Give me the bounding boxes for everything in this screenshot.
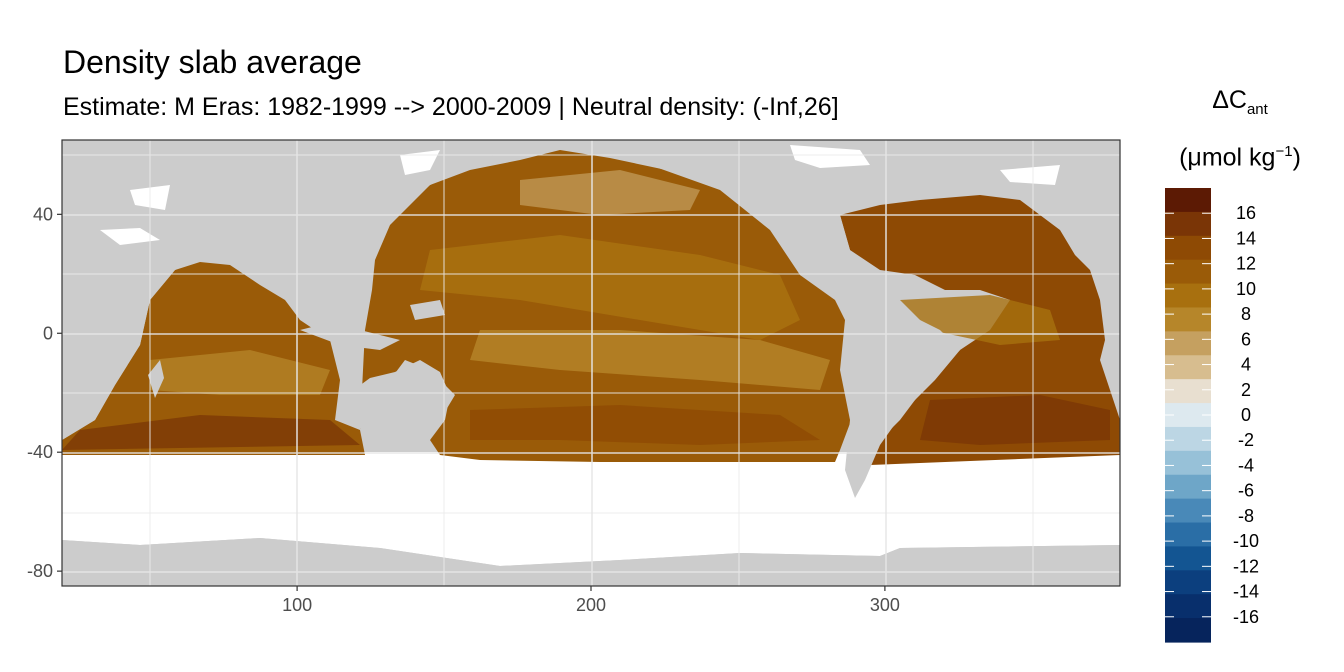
colorbar-label: 4 (1241, 355, 1251, 375)
colorbar-segment (1165, 570, 1211, 595)
colorbar-segment (1165, 331, 1211, 356)
south-america (840, 300, 960, 498)
australia (340, 360, 450, 442)
x-tick-label: 100 (282, 595, 312, 615)
colorbar: 16 14 12 10 8 6 4 2 0 -2 -4 -6 -8 -10 -12 -14 -16 (1165, 188, 1259, 643)
x-tick-label: 300 (870, 595, 900, 615)
gridlines (62, 140, 1120, 586)
colorbar-segment (1165, 307, 1211, 332)
pacific-texture-c (520, 170, 700, 215)
colorbar-segment (1165, 426, 1211, 452)
y-axis: 40 0 -40 -80 (27, 204, 62, 581)
atlantic-texture-b (920, 395, 1110, 445)
indonesia-islands (300, 300, 445, 350)
colorbar-segment (1165, 235, 1211, 261)
colorbar-label: -12 (1233, 556, 1259, 576)
colorbar-label: -6 (1238, 481, 1254, 501)
asia (260, 140, 540, 300)
colorbar-segment (1165, 379, 1211, 404)
pacific-texture-d (470, 405, 820, 445)
atlantic-texture-a (900, 295, 1060, 345)
colorbar-label: 16 (1236, 203, 1256, 223)
y-tick-label: -80 (27, 561, 53, 581)
legend-unit: (μmol kg−1) (1150, 136, 1330, 173)
colorbar-segment (1165, 618, 1211, 643)
legend-title-sub: ant (1246, 101, 1268, 118)
colorbar-label: 6 (1241, 329, 1251, 349)
colorbar-label: -4 (1238, 455, 1254, 475)
major-gridlines (62, 140, 1120, 586)
colorbar-label: 14 (1236, 228, 1256, 248)
indian-texture-a (150, 350, 330, 395)
colorbar-segment (1165, 211, 1211, 237)
colorbar-segment (1165, 474, 1211, 500)
colorbar-segment (1165, 498, 1211, 524)
europe (1050, 140, 1120, 300)
legend-title: ΔCant (1150, 84, 1330, 126)
x-axis: 100 200 300 (282, 586, 900, 615)
colorbar-segment (1165, 283, 1211, 309)
chart-title: Density slab average (63, 44, 362, 80)
pacific-texture-b (470, 330, 830, 390)
x-tick-label: 200 (576, 595, 606, 615)
colorbar-label: 0 (1241, 405, 1251, 425)
colorbar-segment (1165, 522, 1211, 548)
colorbar-label: -10 (1233, 531, 1259, 551)
legend-unit-suffix: ) (1292, 143, 1301, 172)
madagascar (148, 360, 164, 398)
colorbar-label: 12 (1236, 254, 1256, 274)
colorbar-label: 2 (1241, 380, 1251, 400)
colorbar-label: -14 (1233, 582, 1259, 602)
y-tick-label: 0 (43, 323, 53, 343)
colorbar-segment (1165, 450, 1211, 476)
colorbar-segment (1165, 188, 1211, 213)
hudson-nodata (130, 145, 870, 210)
colorbar-label: 10 (1236, 279, 1256, 299)
chart-subtitle: Estimate: M Eras: 1982-1999 --> 2000-200… (63, 93, 839, 121)
legend-unit-sup: −1 (1275, 143, 1293, 160)
legend-unit-prefix: (μmol kg (1179, 143, 1276, 172)
legend-title-main: ΔC (1212, 86, 1247, 114)
colorbar-label: -8 (1238, 506, 1254, 526)
colorbar-label: -2 (1238, 430, 1254, 450)
colorbar-segment (1165, 594, 1211, 619)
antarctica (62, 538, 1120, 586)
colorbar-label: 8 (1241, 304, 1251, 324)
colorbar-label: -16 (1233, 607, 1259, 627)
y-tick-label: 40 (33, 204, 53, 224)
y-tick-label: -40 (27, 442, 53, 462)
pacific-texture-a (420, 235, 800, 340)
colorbar-segment (1165, 546, 1211, 571)
colorbar-segment (1165, 355, 1211, 380)
indian-texture-b (62, 415, 360, 450)
